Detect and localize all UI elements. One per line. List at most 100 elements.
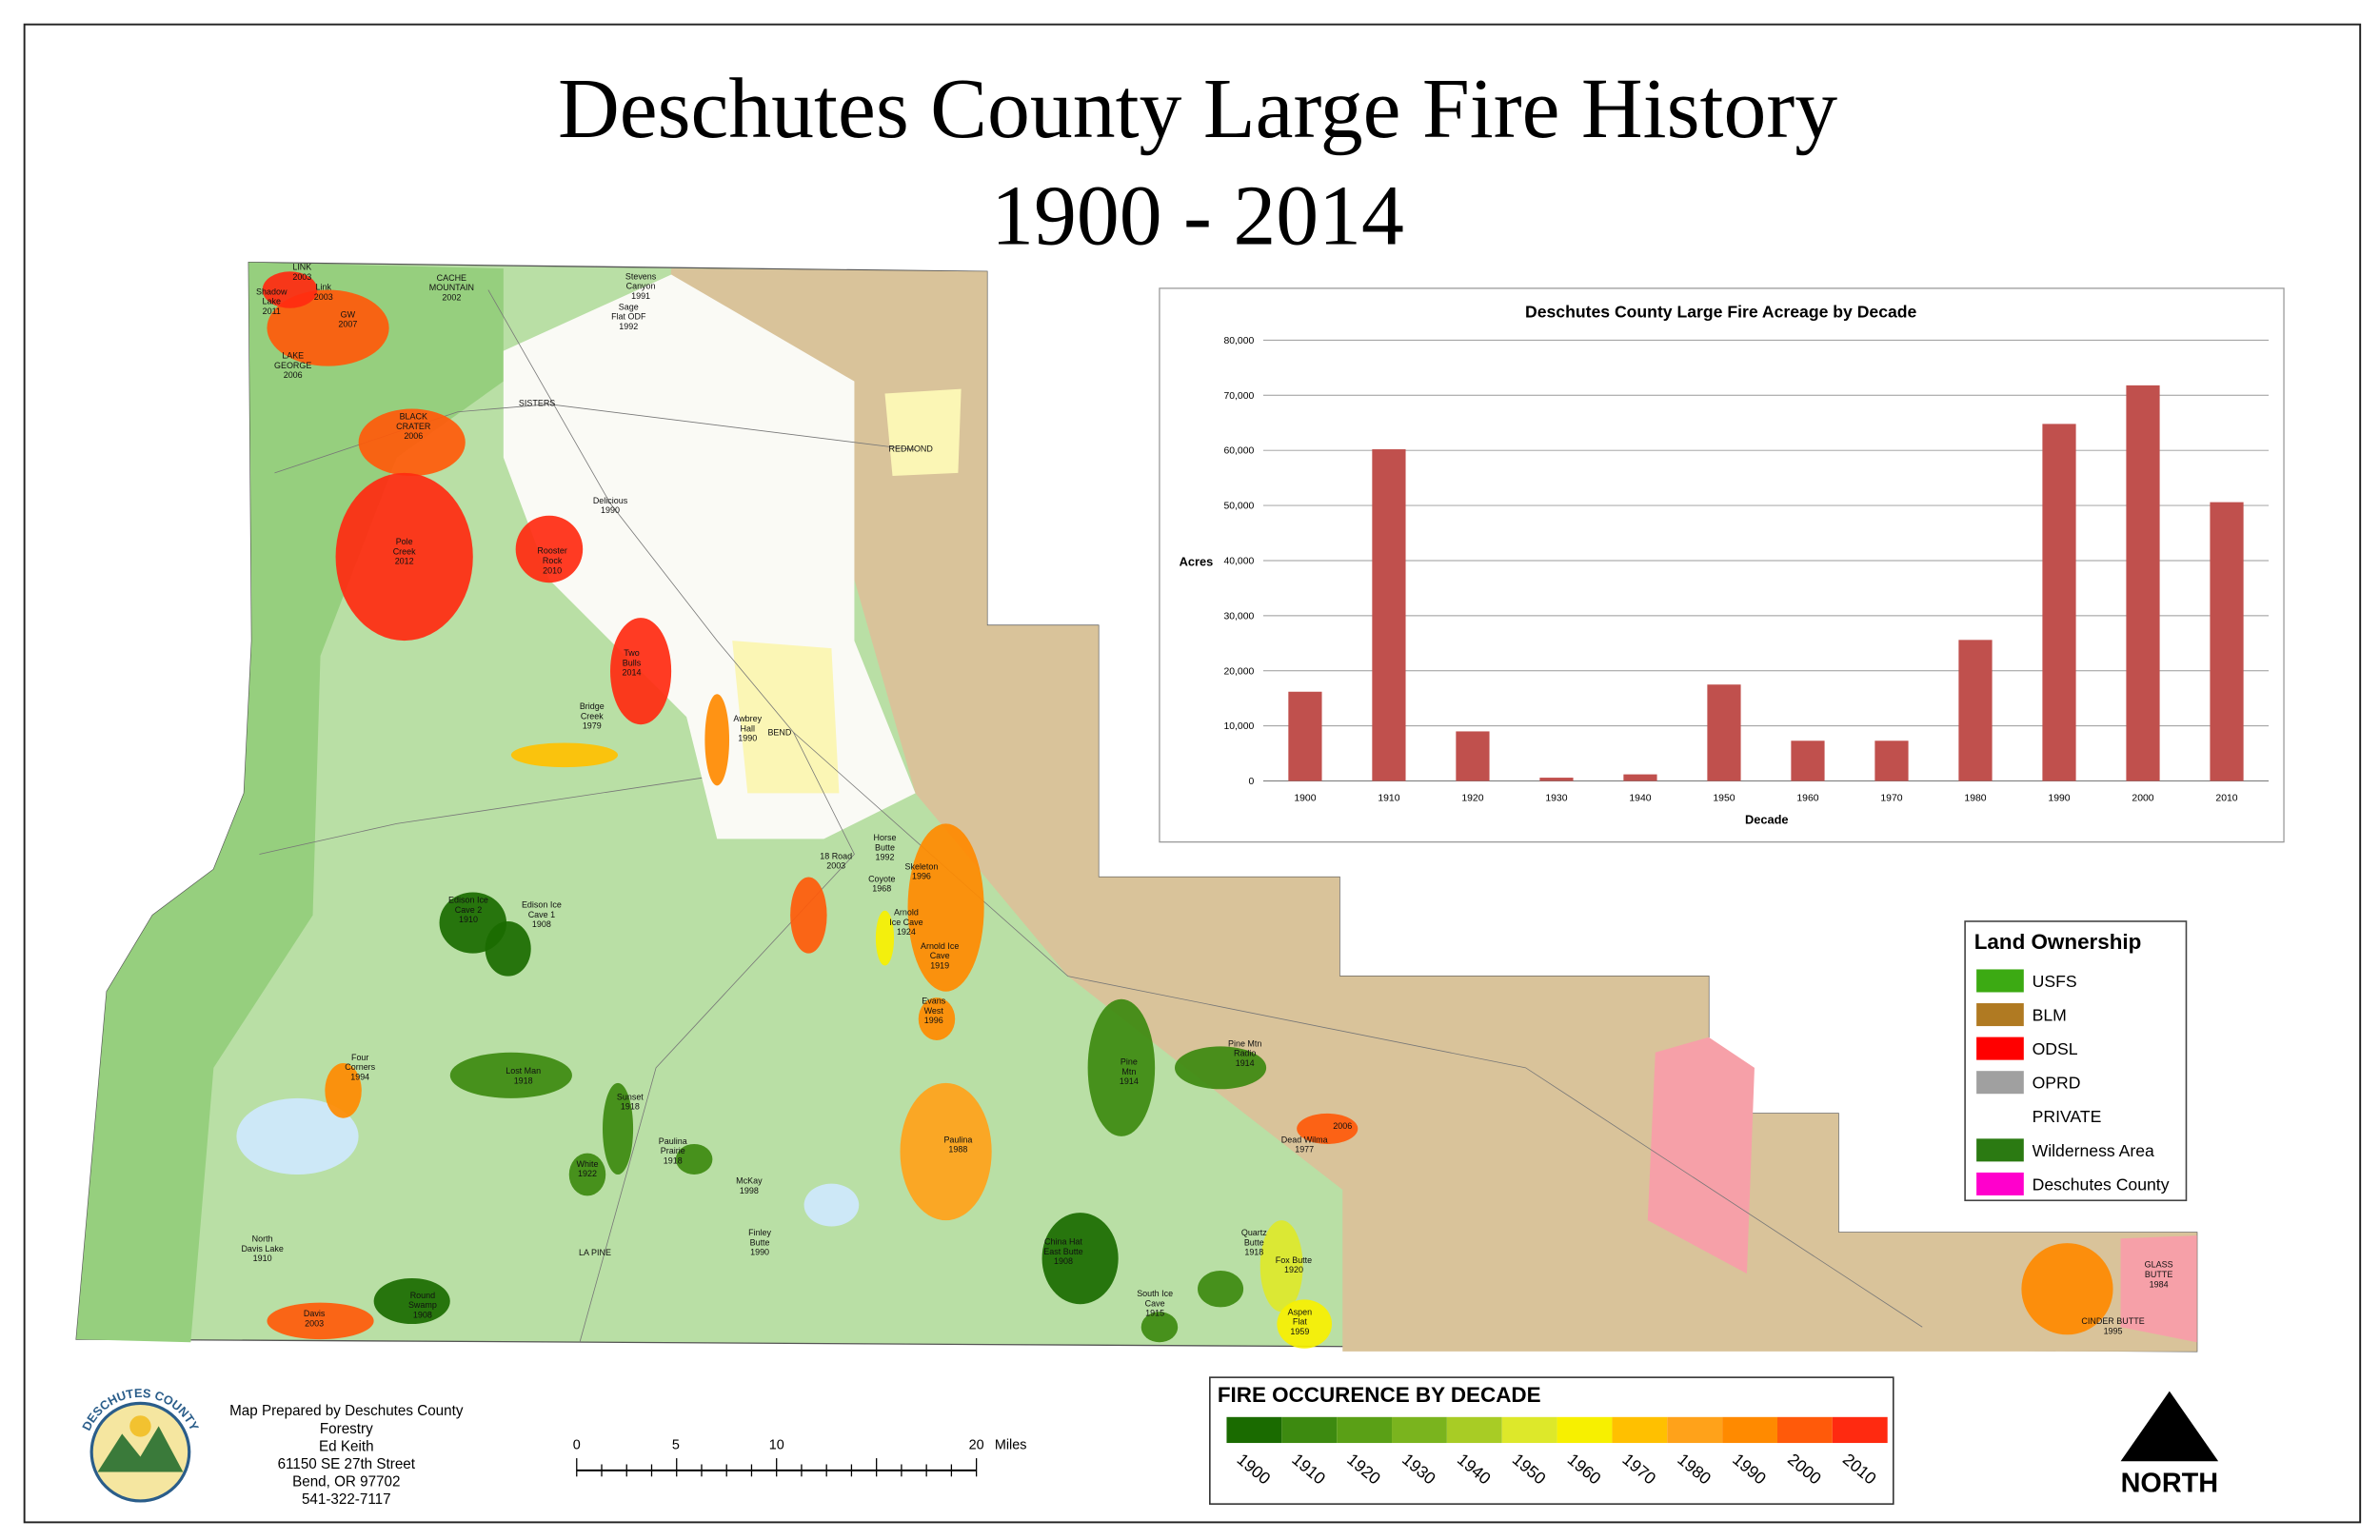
map-label: 2006	[404, 431, 423, 441]
map-label: 1910	[253, 1254, 272, 1263]
fire-patch	[515, 515, 584, 583]
map-label: GW	[341, 309, 356, 319]
legend-swatch	[1612, 1416, 1668, 1444]
scale-label: 5	[672, 1437, 680, 1452]
map-label: 2003	[314, 292, 333, 302]
bar	[2210, 502, 2244, 781]
logo-circle	[89, 1401, 191, 1503]
bar	[1539, 778, 1574, 781]
map-label: Horse	[874, 833, 897, 842]
bar	[2126, 385, 2160, 781]
y-axis-label: Acres	[1180, 555, 1214, 569]
map-label: Ice Cave	[889, 918, 922, 927]
fire-patch	[1297, 1113, 1359, 1144]
map-label: Cave	[930, 951, 950, 960]
bar	[1288, 691, 1322, 781]
map-label: 1995	[2104, 1326, 2123, 1335]
map-label: Coyote	[868, 874, 895, 883]
map-label: BUTTE	[2145, 1270, 2172, 1279]
map-label: Round	[410, 1291, 435, 1300]
map-label: Four	[351, 1053, 368, 1062]
map-label: 1990	[750, 1248, 769, 1257]
scale-bar: Miles 0 5 10 20	[573, 1437, 1026, 1477]
legend-label: Wilderness Area	[2033, 1141, 2154, 1160]
map-labels: LINK2003ShadowLake2011Link2003GW2007CACH…	[241, 263, 2172, 1336]
map-label: Canyon	[626, 282, 656, 291]
map-label: China Hat	[1044, 1237, 1082, 1247]
map-label: Stevens	[625, 271, 657, 281]
map-label: Finley	[748, 1228, 771, 1237]
credit-line: 61150 SE 27th Street	[278, 1456, 416, 1472]
credit-line: 541-322-7117	[302, 1491, 391, 1508]
map-label: 1996	[912, 872, 931, 881]
map-label: Pine	[1121, 1057, 1138, 1067]
lake	[236, 1097, 359, 1175]
map-label: 1988	[948, 1145, 967, 1155]
map-label: 2003	[826, 861, 845, 871]
fire-patch	[675, 1143, 713, 1175]
map-label: 1991	[631, 291, 650, 301]
map-label: Flat ODF	[611, 312, 646, 322]
map-label: 1908	[532, 919, 551, 929]
map-label: Arnold	[894, 908, 919, 918]
fire-patch	[1087, 998, 1156, 1136]
map-label: MOUNTAIN	[429, 283, 474, 292]
fire-patch	[267, 1302, 374, 1340]
scale-label: 20	[969, 1437, 984, 1452]
north-arrow: NORTH	[2120, 1391, 2219, 1498]
map-label: 1919	[930, 960, 949, 970]
map-label: 1998	[740, 1186, 759, 1195]
acreage-chart: Deschutes County Large Fire Acreage by D…	[1159, 287, 2285, 843]
map-label: Cave 1	[528, 910, 555, 919]
map-label: Radio	[1234, 1049, 1256, 1058]
fire-patch	[262, 271, 318, 308]
map-label: 1959	[1290, 1327, 1309, 1336]
map-label: Skeleton	[904, 861, 938, 871]
bar	[1623, 774, 1657, 781]
legend-label: BLM	[2033, 1005, 2067, 1024]
fire-patch	[1140, 1312, 1179, 1343]
land-ownership-legend: Land Ownership USFS BLM ODSL OPRD PRIVATE Wil…	[1964, 920, 2188, 1202]
map-label: West	[924, 1006, 944, 1016]
map-label: 1990	[738, 734, 757, 743]
map-label: 1992	[876, 853, 895, 862]
lake	[803, 1183, 860, 1227]
map-label: 1990	[601, 505, 620, 515]
forest-zone	[76, 262, 504, 1343]
credits: Map Prepared by Deschutes County Forestry…	[229, 1403, 464, 1508]
bar	[2042, 424, 2076, 781]
private-pink-area	[1647, 1037, 1755, 1274]
map-label: 2011	[263, 306, 281, 316]
map-label: Arnold Ice	[921, 941, 959, 951]
map-label: McKay	[736, 1176, 763, 1186]
map-label: Bulls	[623, 658, 642, 667]
map-label: 1992	[619, 322, 638, 331]
map-label: BLACK	[400, 412, 427, 422]
map-label: Lake	[263, 297, 281, 306]
fire-patch	[1259, 1220, 1303, 1313]
map-label: 2003	[305, 1318, 324, 1328]
legend-label: PRIVATE	[2033, 1107, 2102, 1126]
bar	[1372, 449, 1406, 781]
y-tick-label: 70,000	[1223, 391, 1254, 402]
fire-patch	[449, 1052, 572, 1098]
fire-patch	[2021, 1243, 2113, 1335]
map-label: Pole	[396, 537, 413, 546]
map-label: 1918	[514, 1076, 533, 1085]
fire-patch	[1198, 1270, 1244, 1308]
credit-line: Map Prepared by Deschutes County	[229, 1403, 464, 1419]
map-label: 1920	[1284, 1265, 1303, 1274]
map-label: 2006	[284, 370, 303, 380]
credit-line: Ed Keith	[319, 1438, 374, 1454]
fire-patch	[485, 920, 531, 977]
map-label: GEORGE	[274, 361, 311, 370]
x-tick-label: 1930	[1545, 793, 1567, 803]
map-label: Cave 2	[455, 905, 482, 915]
map-label: CINDER BUTTE	[2081, 1316, 2144, 1326]
scale-label: 10	[769, 1437, 784, 1452]
fire-patch	[1041, 1213, 1119, 1305]
map-label: Dead Wilma	[1281, 1135, 1328, 1144]
map-label: Cave	[1145, 1298, 1165, 1308]
legend-swatch	[1976, 1003, 2024, 1027]
